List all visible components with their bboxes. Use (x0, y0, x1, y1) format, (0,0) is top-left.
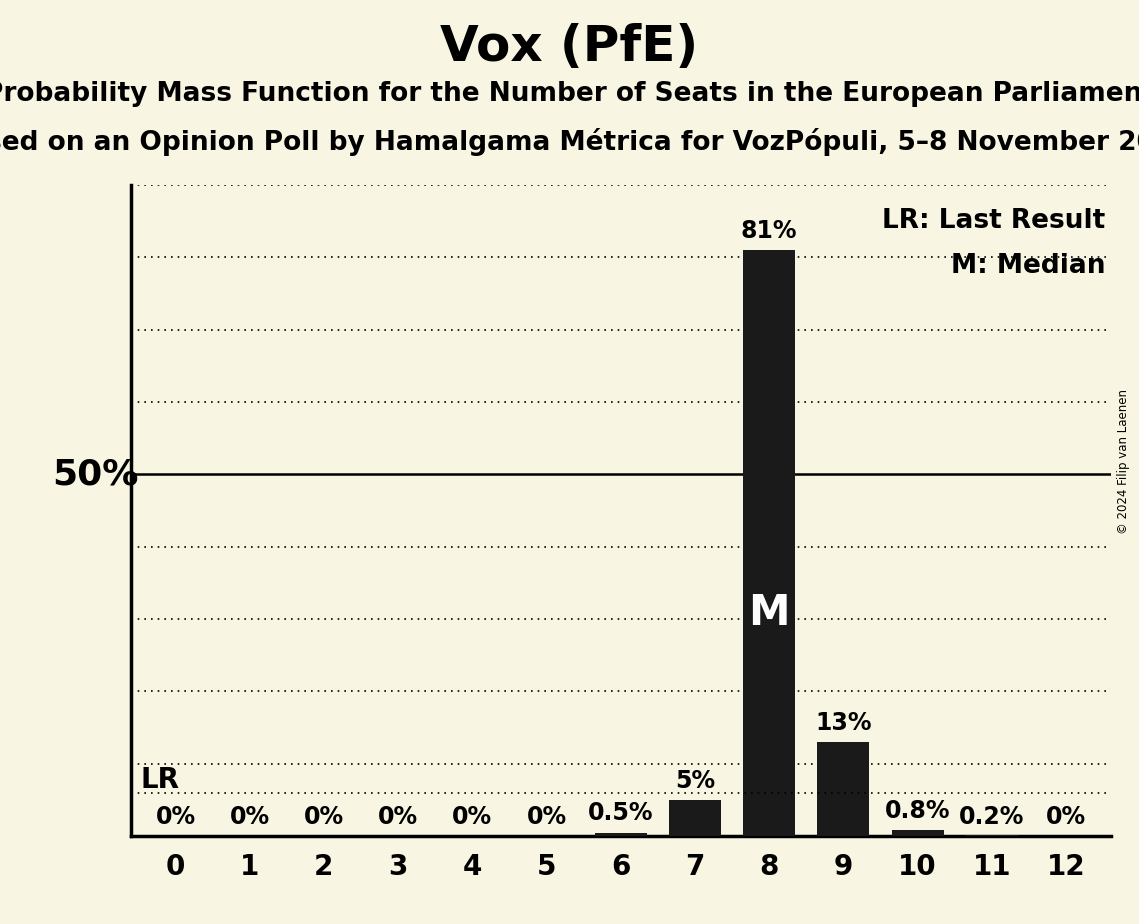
Text: © 2024 Filip van Laenen: © 2024 Filip van Laenen (1117, 390, 1130, 534)
Text: Vox (PfE): Vox (PfE) (441, 23, 698, 71)
Text: Based on an Opinion Poll by Hamalgama Métrica for VozPópuli, 5–8 November 2024: Based on an Opinion Poll by Hamalgama Mé… (0, 128, 1139, 155)
Text: LR: Last Result: LR: Last Result (883, 208, 1106, 234)
Text: 0%: 0% (452, 805, 492, 829)
Text: 0%: 0% (1046, 805, 1087, 829)
Text: 0%: 0% (230, 805, 270, 829)
Text: M: Median: M: Median (951, 253, 1106, 279)
Text: 81%: 81% (741, 219, 797, 243)
Text: 0.8%: 0.8% (885, 799, 950, 823)
Text: 0.5%: 0.5% (588, 801, 654, 825)
Bar (595, 833, 647, 836)
Bar (966, 834, 1018, 836)
Bar (669, 800, 721, 836)
Text: 5%: 5% (675, 769, 715, 793)
Text: LR: LR (141, 766, 180, 794)
Text: 0%: 0% (304, 805, 344, 829)
Bar (892, 831, 943, 836)
Bar (818, 742, 869, 836)
Text: 0%: 0% (526, 805, 566, 829)
Text: 0%: 0% (378, 805, 418, 829)
Text: 50%: 50% (52, 457, 139, 492)
Text: 0.2%: 0.2% (959, 805, 1024, 829)
Text: Probability Mass Function for the Number of Seats in the European Parliament: Probability Mass Function for the Number… (0, 81, 1139, 107)
Text: 0%: 0% (155, 805, 196, 829)
Bar (743, 249, 795, 836)
Text: M: M (748, 592, 790, 635)
Text: 13%: 13% (816, 711, 871, 735)
